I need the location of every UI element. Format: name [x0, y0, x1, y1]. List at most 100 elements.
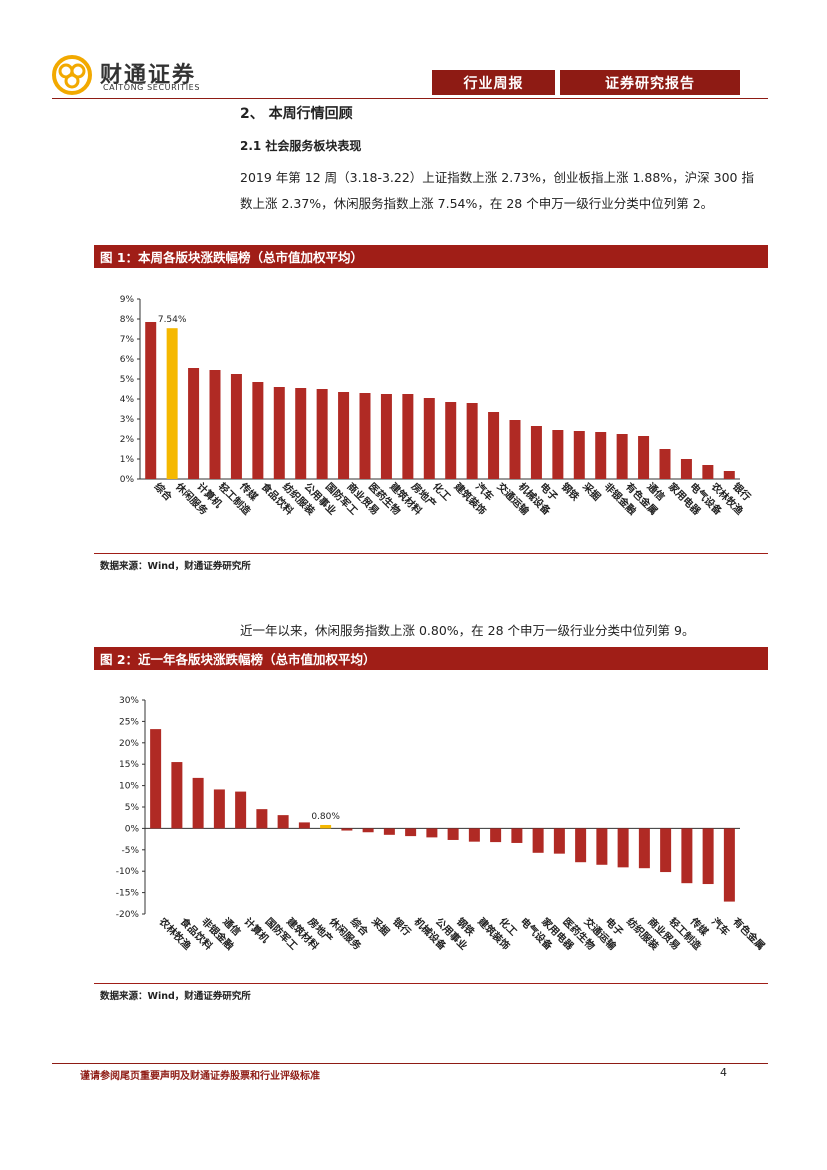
fig2-y-tick-label: 20% — [119, 739, 139, 749]
fig1-y-tick-label: 6% — [120, 355, 135, 365]
fig2-category-label: 汽车 — [709, 915, 732, 938]
fig2-y-tick-label: 25% — [119, 717, 139, 727]
fig2-y-tick-label: -5% — [121, 846, 139, 856]
fig2-bar — [511, 828, 523, 843]
fig2-y-tick-label: -15% — [116, 889, 140, 899]
fig1-y-tick-label: 4% — [120, 395, 135, 405]
fig1-category-label: 采掘 — [579, 479, 603, 503]
paragraph-yearly-summary: 近一年以来，休闲服务指数上涨 0.80%，在 28 个申万一级行业分类中位列第 … — [240, 623, 695, 638]
fig2-y-tick-label: 10% — [119, 782, 139, 792]
fig1-y-tick-label: 5% — [120, 375, 135, 385]
caitong-logo — [52, 55, 92, 95]
fig2-y-tick-label: 5% — [125, 803, 140, 813]
fig1-bar — [380, 394, 392, 479]
fig1-bar — [423, 398, 435, 479]
fig2-category-label: 有色金属 — [730, 915, 767, 952]
fig2-bar — [723, 828, 735, 902]
fig1-bar — [488, 412, 500, 479]
fig1-bar — [145, 322, 157, 479]
fig1-y-tick-label: 1% — [120, 455, 135, 465]
fig1-bar — [252, 382, 264, 479]
fig2-bar — [617, 828, 629, 868]
fig2-bar — [702, 828, 714, 885]
fig1-bar — [530, 426, 542, 479]
fig2-bar — [383, 828, 395, 835]
figure2-title: 图 2：近一年各版块涨跌幅榜（总市值加权平均） — [94, 647, 768, 670]
fig1-y-tick-label: 0% — [120, 475, 135, 485]
fig2-bar — [298, 822, 310, 829]
fig1-bar — [723, 471, 735, 479]
fig1-category-label: 钢铁 — [559, 480, 582, 503]
fig1-y-tick-label: 9% — [120, 295, 135, 305]
fig2-bar — [638, 828, 650, 869]
fig1-bar — [316, 389, 328, 479]
fig2-category-label: 采掘 — [368, 914, 392, 938]
brand-name: 财通证券 — [100, 63, 197, 88]
report-category-tag: 证券研究报告 — [560, 70, 740, 95]
fig1-bar — [573, 431, 585, 479]
fig2-bar — [235, 791, 247, 829]
figure1-source: 数据来源：Wind，财通证券研究所 — [100, 561, 251, 572]
fig2-bar — [426, 828, 438, 838]
fig1-y-tick-label: 8% — [120, 315, 135, 325]
report-type-tag: 行业周报 — [432, 70, 555, 95]
fig2-bar — [405, 828, 417, 837]
fig1-bar — [616, 434, 628, 479]
fig2-bar — [532, 828, 544, 853]
fig2-bar — [171, 762, 183, 829]
fig1-category-label: 综合 — [152, 480, 176, 504]
fig1-bar — [702, 465, 714, 479]
fig2-bar — [277, 815, 289, 829]
fig2-bar — [468, 828, 480, 842]
fig1-bar — [445, 402, 457, 479]
fig1-bar — [188, 368, 200, 479]
fig1-bar — [273, 387, 285, 479]
fig2-bar — [362, 828, 374, 833]
fig2-y-tick-label: 30% — [119, 696, 139, 706]
fig1-bar — [338, 392, 350, 479]
figure1-title: 图 1：本周各版块涨跌幅榜（总市值加权平均） — [94, 245, 768, 268]
fig1-bar — [595, 432, 607, 479]
fig2-data-label: 0.80% — [311, 812, 340, 822]
fig1-y-tick-label: 3% — [120, 415, 135, 425]
fig2-bar — [320, 824, 332, 829]
fig1-bar — [295, 388, 307, 479]
fig2-y-tick-label: -10% — [116, 867, 140, 877]
fig2-bar — [660, 828, 672, 873]
footer-divider — [52, 1063, 768, 1064]
fig2-bar — [575, 828, 587, 863]
figure2-source: 数据来源：Wind，财通证券研究所 — [100, 991, 251, 1002]
fig1-bar — [509, 420, 521, 479]
fig1-bar — [552, 430, 564, 479]
fig2-bar — [256, 809, 268, 829]
fig1-y-tick-label: 2% — [120, 435, 135, 445]
subsection-title: 2.1 社会服务板块表现 — [240, 139, 362, 153]
figure2-divider — [94, 983, 768, 984]
fig1-bar — [209, 370, 221, 479]
fig1-bar — [230, 374, 242, 479]
fig1-bar — [680, 459, 692, 479]
fig2-y-tick-label: -20% — [116, 910, 140, 920]
fig1-bar — [466, 403, 478, 479]
footer-disclaimer: 谨请参阅尾页重要声明及财通证券股票和行业评级标准 — [80, 1071, 320, 1082]
fig2-bar — [213, 789, 225, 829]
fig1-bar — [166, 328, 178, 479]
fig2-y-tick-label: 15% — [119, 760, 139, 770]
brand-name-english: CAITONG SECURITIES — [103, 83, 200, 92]
fig1-y-tick-label: 7% — [120, 335, 135, 345]
header-divider — [52, 98, 768, 99]
section-title: 2、 本周行情回顾 — [240, 106, 353, 122]
fig1-bar — [402, 394, 414, 479]
fig1-bar — [659, 449, 671, 479]
fig2-bar — [447, 828, 459, 840]
fig2-bar — [596, 828, 608, 865]
fig2-y-tick-label: 0% — [125, 824, 140, 834]
fig2-bar — [341, 828, 353, 831]
fig1-data-label: 7.54% — [158, 315, 187, 325]
figure1-divider — [94, 553, 768, 554]
fig2-category-label: 银行 — [390, 915, 413, 938]
paragraph-weekly-summary: 2019 年第 12 周（3.18-3.22）上证指数上涨 2.73%，创业板指… — [240, 170, 754, 211]
fig2-bar — [553, 828, 565, 854]
fig1-bar — [359, 393, 371, 479]
